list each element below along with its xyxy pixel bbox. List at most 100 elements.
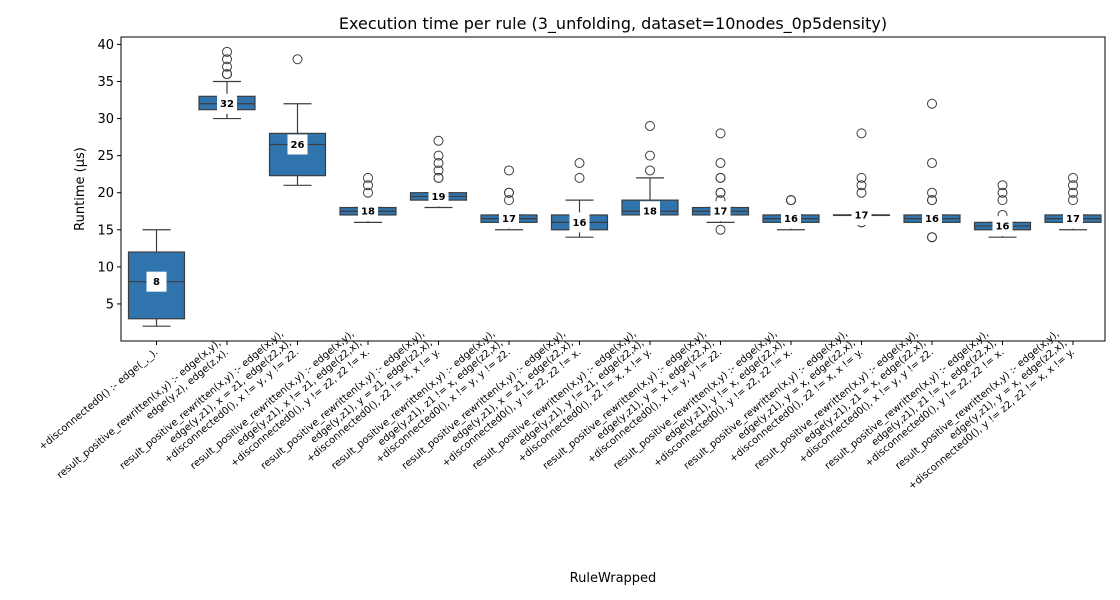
outlier-point — [715, 187, 726, 198]
outlier-point — [222, 61, 232, 72]
y-axis-label: Runtime (µs) — [73, 147, 88, 231]
outlier-point — [927, 187, 937, 198]
median-label-background — [1063, 208, 1083, 229]
outlier-point — [856, 180, 867, 191]
median-label-background — [217, 93, 237, 114]
outlier-point — [433, 135, 444, 146]
outlier-point — [1068, 195, 1078, 206]
outlier-point — [856, 187, 867, 198]
plot-area-frame — [120, 36, 1106, 342]
median-label: 26 — [291, 140, 305, 151]
outlier-point — [997, 187, 1008, 198]
box-group: 17 — [480, 165, 538, 231]
x-axis-label: RuleWrapped — [570, 571, 657, 586]
median-label-background — [781, 208, 801, 229]
box-group: 17 — [1044, 172, 1102, 231]
median-label: 17 — [502, 214, 516, 225]
outlier-point — [715, 158, 726, 169]
outlier-point — [856, 172, 867, 183]
outlier-point — [504, 165, 514, 176]
outlier-point — [1068, 180, 1078, 191]
median-label-background — [499, 208, 519, 229]
outlier-point — [645, 150, 655, 161]
outlier-point — [645, 165, 655, 176]
outlier-point — [363, 187, 373, 198]
box-group: 16 — [973, 180, 1032, 238]
outlier-point — [715, 224, 726, 235]
y-tick-label: 15 — [97, 223, 114, 238]
median-label: 17 — [714, 207, 728, 218]
x-tick-label-line: +disconnected0(), y != z2, z2 != x, x !=… — [907, 347, 1077, 492]
median-label-background — [358, 201, 378, 222]
outlier-point — [433, 150, 444, 161]
box-group: 16 — [550, 158, 609, 238]
box-group: 32 — [198, 46, 256, 120]
median-label-background — [992, 216, 1013, 237]
outlier-point — [856, 128, 867, 139]
median-label-background — [146, 271, 167, 292]
outlier-point — [927, 158, 937, 169]
median-label: 32 — [220, 99, 234, 110]
outlier-point — [504, 187, 514, 198]
outlier-point — [222, 54, 232, 65]
box-group: 18 — [339, 172, 397, 223]
box-group: 17 — [691, 128, 750, 235]
median-label-background — [922, 208, 942, 229]
box-group: 16 — [903, 98, 961, 243]
outlier-point — [433, 172, 444, 183]
median-label: 16 — [573, 218, 587, 229]
y-tick-label: 20 — [97, 186, 114, 201]
y-tick-label: 40 — [97, 38, 114, 53]
outlier-point — [997, 195, 1008, 206]
median-label: 19 — [432, 192, 446, 203]
outlier-point — [222, 69, 232, 80]
outlier-point — [715, 172, 726, 183]
outlier-point — [997, 180, 1008, 191]
y-tick-label: 35 — [97, 75, 114, 90]
outlier-point — [574, 158, 585, 169]
median-label: 17 — [855, 210, 869, 221]
median-label: 18 — [643, 207, 657, 218]
median-label-background — [287, 134, 308, 155]
outlier-point — [574, 172, 585, 183]
outlier-point — [504, 195, 514, 206]
median-label: 16 — [784, 214, 798, 225]
outlier-point — [363, 172, 373, 183]
outlier-point — [715, 128, 726, 139]
median-label: 16 — [996, 222, 1010, 233]
y-axis: 5 10 15 20 25 30 35 40 — [97, 38, 121, 312]
outlier-point — [645, 120, 655, 131]
outlier-point — [363, 180, 373, 191]
median-label: 16 — [925, 214, 939, 225]
outlier-point — [222, 46, 232, 57]
median-label-background — [851, 204, 872, 225]
median-label-background — [428, 186, 449, 207]
median-label-background — [569, 212, 590, 233]
y-tick-label: 5 — [106, 297, 114, 312]
box-group: 16 — [762, 195, 820, 231]
y-tick-label: 30 — [97, 112, 114, 127]
median-label-background — [710, 201, 731, 222]
box-group: 18 — [621, 120, 679, 222]
outlier-point — [433, 165, 444, 176]
outlier-point — [1068, 172, 1078, 183]
median-label: 17 — [1066, 214, 1080, 225]
outlier-point — [433, 158, 444, 169]
outlier-point — [292, 54, 303, 65]
box-series: 8 32 26 18 19 17 16 18 17 16 17 16 16 17 — [127, 46, 1102, 327]
box-group: 26 — [268, 54, 327, 186]
box-group: 19 — [409, 135, 468, 209]
median-label: 8 — [153, 277, 160, 288]
box-group: 8 — [127, 229, 186, 327]
x-axis: +disconnected0() :- edge(_,_).result_pos… — [37, 328, 1077, 492]
y-tick-label: 25 — [97, 149, 114, 164]
chart-title: Execution time per rule (3_unfolding, da… — [339, 14, 887, 34]
outlier-point — [1068, 187, 1078, 198]
outlier-point — [786, 195, 796, 206]
box-group: 17 — [832, 128, 891, 228]
y-tick-label: 10 — [97, 260, 114, 275]
median-label-background — [640, 201, 660, 222]
outlier-point — [927, 195, 937, 206]
outlier-point — [927, 232, 937, 243]
